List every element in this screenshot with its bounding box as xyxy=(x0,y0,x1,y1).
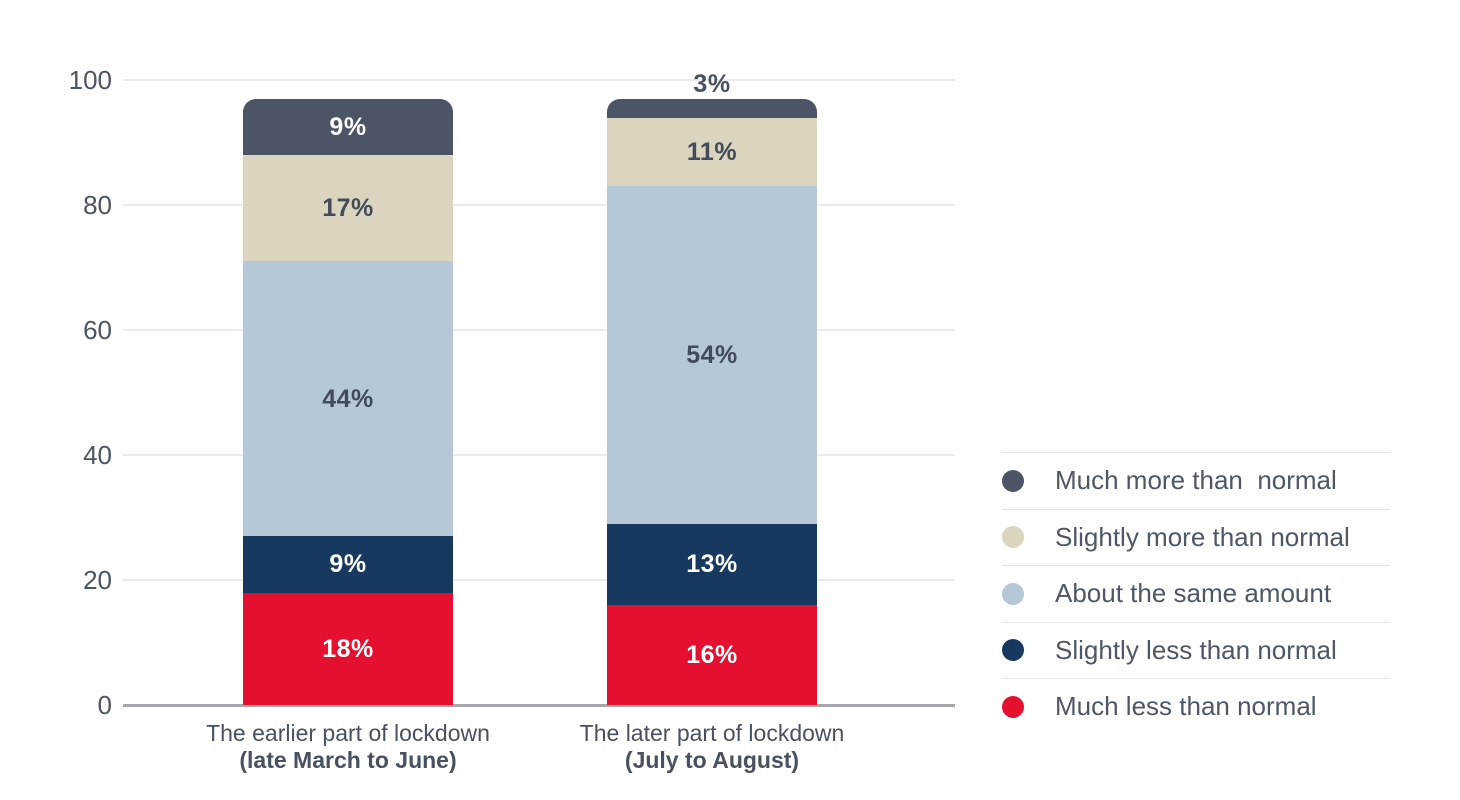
gridline-60 xyxy=(123,329,955,331)
y-tick-60: 60 xyxy=(83,315,112,345)
x-axis-label-line1: The earlier part of lockdown xyxy=(206,720,490,746)
legend-item-label: About the same amount xyxy=(1055,578,1332,609)
legend: Much more than normal Slightly more than … xyxy=(1002,452,1390,735)
bar-segment-label: 11% xyxy=(686,137,738,166)
y-tick-100: 100 xyxy=(68,65,112,95)
x-axis-label-line1: The later part of lockdown xyxy=(579,720,845,746)
bar-segment xyxy=(243,98,453,155)
x-axis-label-line2: (July to August) xyxy=(624,747,800,773)
legend-item: About the same amount xyxy=(1002,565,1390,622)
gridline-0 xyxy=(123,704,955,707)
legend-color-dot xyxy=(1002,582,1024,605)
bar-segment-label: 9% xyxy=(329,550,367,579)
bar-segment xyxy=(607,186,817,524)
bar-segment-label: 44% xyxy=(322,384,374,413)
x-axis-label: The later part of lockdown (July to Augus… xyxy=(492,720,932,774)
x-axis-label-line2: (late March to June) xyxy=(239,747,457,773)
legend-item: Slightly less than normal xyxy=(1002,621,1390,679)
legend-item: Slightly more than normal xyxy=(1002,508,1390,566)
gridline-20 xyxy=(123,579,955,581)
bar-segment-label: 54% xyxy=(686,341,738,369)
gridline-40 xyxy=(123,454,955,456)
legend-item: Much more than normal xyxy=(1002,452,1390,509)
bar-segment xyxy=(243,592,453,705)
bar-segment xyxy=(607,117,817,187)
bar-segment-label: 9% xyxy=(329,112,367,141)
legend-color-dot xyxy=(1002,469,1024,492)
y-tick-80: 80 xyxy=(83,190,112,220)
legend-color-dot xyxy=(1002,639,1024,662)
legend-color-dot xyxy=(1002,526,1024,549)
x-axis-label: The earlier part of lockdown (late March … xyxy=(128,720,568,774)
legend-item-label: Slightly less than normal xyxy=(1055,634,1337,665)
bar-segment xyxy=(243,261,453,537)
gridline-80 xyxy=(123,204,955,206)
bar-segment xyxy=(607,98,817,118)
bar-segment-label: 17% xyxy=(322,194,374,223)
bar-segment-label: 16% xyxy=(686,641,738,669)
bar-segment xyxy=(243,536,453,593)
legend-item: Much less than normal xyxy=(1002,678,1390,735)
bar-segment xyxy=(607,605,817,705)
bar-segment xyxy=(243,155,453,262)
gridline-100 xyxy=(123,79,955,81)
y-tick-0: 0 xyxy=(97,690,112,720)
legend-item-label: Slightly more than normal xyxy=(1055,521,1350,552)
legend-color-dot xyxy=(1002,695,1024,718)
legend-item-label: Much less than normal xyxy=(1055,691,1317,722)
bar-segment-label: 18% xyxy=(322,634,374,663)
y-tick-20: 20 xyxy=(83,565,112,595)
y-tick-40: 40 xyxy=(83,440,112,470)
bar-segment xyxy=(607,523,817,605)
legend-item-label: Much more than normal xyxy=(1055,465,1337,496)
bar-segment-label: 3% xyxy=(693,69,731,98)
bar-segment-label: 13% xyxy=(686,550,738,579)
